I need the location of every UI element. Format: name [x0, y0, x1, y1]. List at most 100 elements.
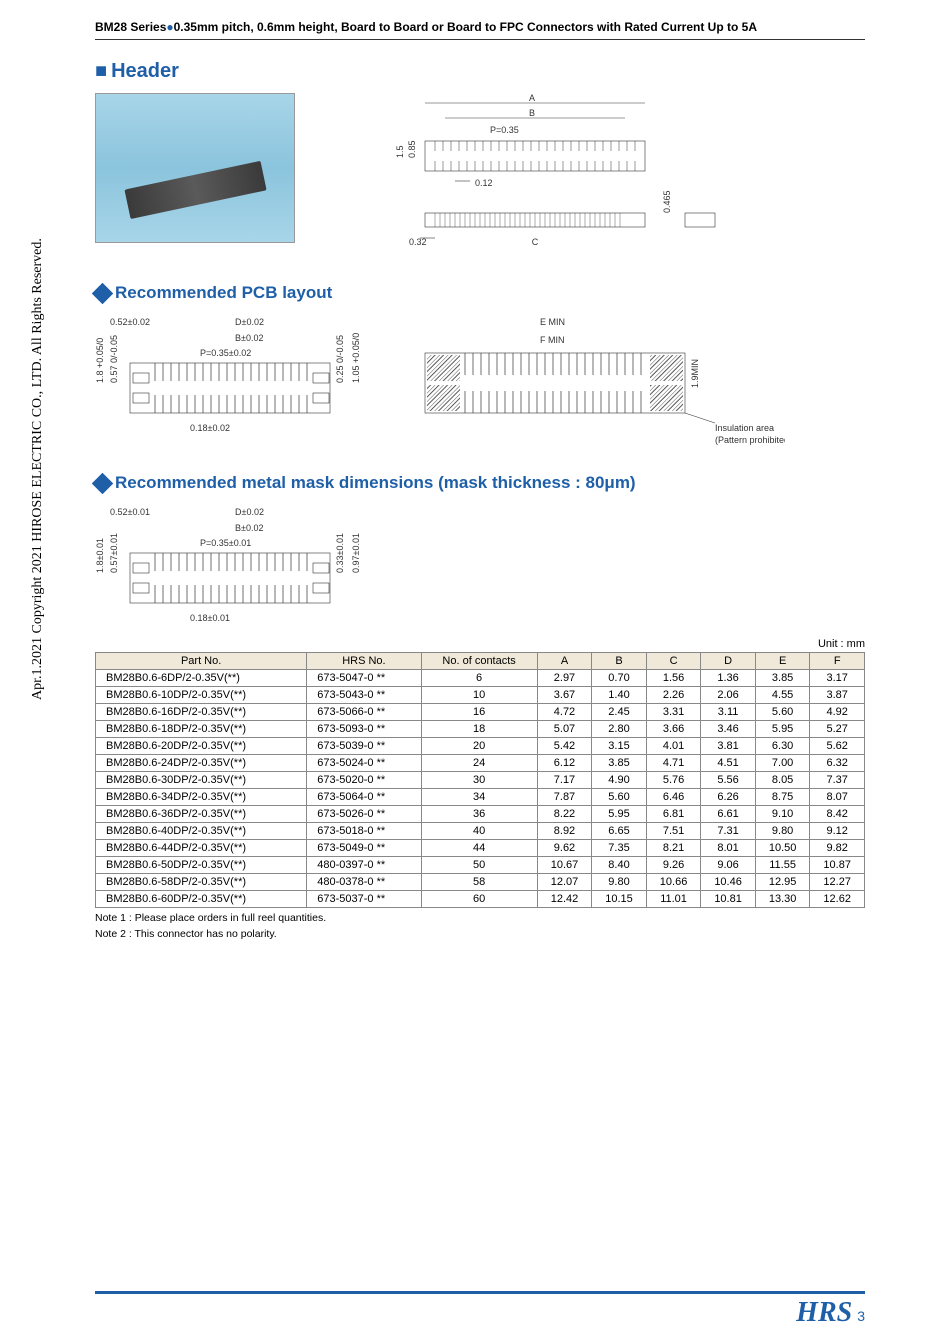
table-cell: 12.27	[810, 874, 865, 891]
pcb-v2: 0.57 0/-0.05	[109, 335, 119, 383]
ins-label1: Insulation area	[715, 423, 774, 433]
table-cell: 2.97	[537, 670, 592, 687]
mask-t3: B±0.02	[235, 523, 263, 533]
table-cell: BM28B0.6-6DP/2-0.35V(**)	[96, 670, 307, 687]
table-row: BM28B0.6-60DP/2-0.35V(**)673-5037-0 **60…	[96, 891, 865, 908]
table-cell: 480-0397-0 **	[307, 857, 421, 874]
unit-label: Unit : mm	[95, 638, 865, 650]
copyright-text: Apr.1.2021 Copyright 2021 HIROSE ELECTRI…	[30, 238, 46, 700]
table-cell: 8.92	[537, 823, 592, 840]
mask-v3: 0.33±0.01	[335, 533, 345, 573]
mask-t1: 0.52±0.01	[110, 507, 150, 517]
table-cell: BM28B0.6-36DP/2-0.35V(**)	[96, 806, 307, 823]
table-cell: 18	[421, 721, 537, 738]
table-cell: 5.95	[755, 721, 810, 738]
table-cell: 3.85	[592, 755, 647, 772]
dim-h1: 1.5	[395, 145, 405, 158]
ins-f: F MIN	[540, 335, 565, 345]
table-cell: BM28B0.6-50DP/2-0.35V(**)	[96, 857, 307, 874]
table-cell: 11.01	[646, 891, 701, 908]
table-cell: BM28B0.6-60DP/2-0.35V(**)	[96, 891, 307, 908]
table-cell: BM28B0.6-24DP/2-0.35V(**)	[96, 755, 307, 772]
mask-drawing: 0.52±0.01 D±0.02 B±0.02 P=0.35±0.01 1.8±…	[95, 503, 375, 638]
table-cell: 0.70	[592, 670, 647, 687]
dim-w2: 0.32	[409, 237, 427, 247]
table-cell: 6.12	[537, 755, 592, 772]
table-cell: 1.36	[701, 670, 756, 687]
table-cell: BM28B0.6-58DP/2-0.35V(**)	[96, 874, 307, 891]
table-cell: 673-5024-0 **	[307, 755, 421, 772]
product-photo	[95, 93, 295, 243]
table-cell: 8.75	[755, 789, 810, 806]
col-header: F	[810, 653, 865, 670]
header-desc: 0.35mm pitch, 0.6mm height, Board to Boa…	[174, 20, 757, 34]
table-cell: 12.07	[537, 874, 592, 891]
table-cell: 34	[421, 789, 537, 806]
table-cell: BM28B0.6-44DP/2-0.35V(**)	[96, 840, 307, 857]
table-cell: 9.62	[537, 840, 592, 857]
table-cell: 13.30	[755, 891, 810, 908]
table-cell: 673-5026-0 **	[307, 806, 421, 823]
table-cell: 4.01	[646, 738, 701, 755]
table-cell: 8.40	[592, 857, 647, 874]
col-header: E	[755, 653, 810, 670]
table-cell: 8.01	[701, 840, 756, 857]
table-cell: 5.60	[592, 789, 647, 806]
table-cell: 4.90	[592, 772, 647, 789]
table-cell: BM28B0.6-20DP/2-0.35V(**)	[96, 738, 307, 755]
table-row: BM28B0.6-30DP/2-0.35V(**)673-5020-0 **30…	[96, 772, 865, 789]
note-2: Note 2 : This connector has no polarity.	[95, 928, 865, 940]
series-name: BM28 Series	[95, 20, 166, 34]
table-cell: 673-5066-0 **	[307, 704, 421, 721]
section-header-label: Header	[111, 60, 179, 83]
table-cell: 60	[421, 891, 537, 908]
table-cell: 6.30	[755, 738, 810, 755]
table-cell: 9.80	[592, 874, 647, 891]
pcb-v1: 1.8 +0.05/0	[95, 338, 105, 383]
table-cell: 9.82	[810, 840, 865, 857]
table-cell: 6.32	[810, 755, 865, 772]
table-cell: 673-5043-0 **	[307, 687, 421, 704]
table-cell: 44	[421, 840, 537, 857]
page-header: BM28 Series●0.35mm pitch, 0.6mm height, …	[95, 20, 865, 40]
table-cell: 480-0378-0 **	[307, 874, 421, 891]
table-cell: 5.62	[810, 738, 865, 755]
mask-v1: 1.8±0.01	[95, 538, 105, 573]
table-cell: 7.17	[537, 772, 592, 789]
table-cell: 3.66	[646, 721, 701, 738]
section-mask: Recommended metal mask dimensions (mask …	[95, 473, 865, 493]
mask-v2: 0.57±0.01	[109, 533, 119, 573]
table-cell: BM28B0.6-18DP/2-0.35V(**)	[96, 721, 307, 738]
table-cell: 10.66	[646, 874, 701, 891]
dim-a: A	[529, 93, 535, 103]
mask-v4: 0.97±0.01	[351, 533, 361, 573]
mask-t2: D±0.02	[235, 507, 264, 517]
table-cell: 673-5064-0 **	[307, 789, 421, 806]
table-cell: 40	[421, 823, 537, 840]
dim-p: P=0.35	[490, 125, 519, 135]
table-row: BM28B0.6-20DP/2-0.35V(**)673-5039-0 **20…	[96, 738, 865, 755]
table-cell: BM28B0.6-34DP/2-0.35V(**)	[96, 789, 307, 806]
pcb-t2: D±0.02	[235, 317, 264, 327]
table-cell: 8.07	[810, 789, 865, 806]
col-header: Part No.	[96, 653, 307, 670]
table-cell: 9.26	[646, 857, 701, 874]
table-cell: 673-5049-0 **	[307, 840, 421, 857]
page-number: 3	[857, 1308, 865, 1324]
footer-divider	[95, 1291, 865, 1294]
table-cell: 3.17	[810, 670, 865, 687]
section-header: Header	[95, 60, 865, 83]
table-cell: 36	[421, 806, 537, 823]
table-cell: 30	[421, 772, 537, 789]
section-pcb-label: Recommended PCB layout	[115, 283, 332, 303]
table-cell: 3.81	[701, 738, 756, 755]
table-cell: 9.12	[810, 823, 865, 840]
table-cell: 5.07	[537, 721, 592, 738]
table-cell: 3.15	[592, 738, 647, 755]
table-cell: 50	[421, 857, 537, 874]
table-row: BM28B0.6-40DP/2-0.35V(**)673-5018-0 **40…	[96, 823, 865, 840]
pcb-t4: P=0.35±0.02	[200, 348, 251, 358]
table-row: BM28B0.6-6DP/2-0.35V(**)673-5047-0 **62.…	[96, 670, 865, 687]
table-row: BM28B0.6-24DP/2-0.35V(**)673-5024-0 **24…	[96, 755, 865, 772]
table-cell: 12.62	[810, 891, 865, 908]
